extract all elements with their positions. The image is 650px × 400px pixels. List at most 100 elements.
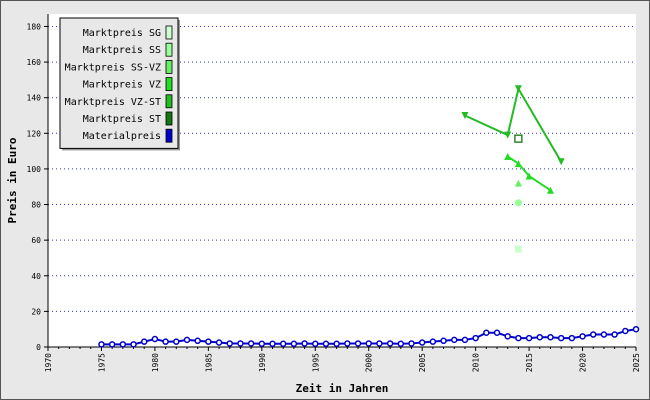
legend-swatch xyxy=(165,42,173,57)
data-point xyxy=(611,331,618,338)
data-point xyxy=(333,340,340,348)
data-point xyxy=(269,340,276,348)
data-point xyxy=(483,329,490,337)
y-tick-label: 180 xyxy=(27,22,42,31)
data-point xyxy=(322,340,330,348)
tick-labels: 0 20 40 60 80 100 120 140 160 180 1970 1975 1980 1985… xyxy=(27,22,641,372)
data-point xyxy=(461,112,469,120)
y-tick-label: 100 xyxy=(27,165,42,174)
y-tick-label: 0 xyxy=(36,343,41,352)
data-point xyxy=(514,134,523,143)
series xyxy=(98,325,640,348)
data-point xyxy=(451,336,458,344)
legend-label: Marktpreis ST xyxy=(83,114,161,125)
data-point xyxy=(579,333,586,340)
data-point xyxy=(525,172,533,180)
data-point xyxy=(493,329,501,337)
y-tick-label: 20 xyxy=(31,307,41,316)
series xyxy=(514,179,522,187)
x-tick-label: 2005 xyxy=(418,353,427,372)
data-point xyxy=(557,158,565,166)
data-point xyxy=(173,338,180,345)
data-point xyxy=(205,338,212,345)
legend-label: Marktpreis VZ xyxy=(83,80,161,91)
x-tick-label: 1985 xyxy=(204,353,213,372)
data-point xyxy=(525,334,533,342)
x-tick-label: 1970 xyxy=(44,353,53,372)
data-point xyxy=(130,341,137,348)
legend-label: Marktpreis SS xyxy=(83,45,161,56)
data-point xyxy=(312,340,319,348)
series-layer xyxy=(98,85,640,348)
y-tick-label: 140 xyxy=(27,94,42,103)
legend-swatch xyxy=(165,25,173,40)
y-tick-label: 60 xyxy=(31,236,41,245)
data-point xyxy=(504,333,511,340)
data-point xyxy=(568,334,576,342)
x-tick-label: 1995 xyxy=(311,353,320,372)
x-tick-label: 2020 xyxy=(579,353,588,372)
data-point xyxy=(397,340,405,348)
legend-label: Materialpreis xyxy=(83,131,161,142)
data-point xyxy=(440,337,447,345)
data-point xyxy=(279,340,287,348)
data-point xyxy=(514,199,522,207)
y-tick-label: 120 xyxy=(27,129,42,138)
x-tick-label: 1975 xyxy=(97,353,106,372)
x-tick-label: 1980 xyxy=(151,353,160,372)
data-point xyxy=(108,341,116,348)
data-point xyxy=(151,335,159,343)
data-point xyxy=(504,131,512,139)
data-point xyxy=(418,339,426,346)
legend-label: Marktpreis SS-VZ xyxy=(65,62,161,73)
data-point xyxy=(461,336,469,344)
y-axis-title: Preis in Euro xyxy=(6,137,19,223)
data-point xyxy=(472,334,479,342)
data-point xyxy=(536,333,544,341)
data-point xyxy=(514,245,522,253)
series xyxy=(514,245,522,253)
data-point xyxy=(98,341,105,348)
legend: Marktpreis SG Marktpreis SS Marktpreis SS-… xyxy=(59,17,180,151)
data-point xyxy=(408,340,415,347)
data-point xyxy=(515,334,522,342)
data-point xyxy=(344,340,351,347)
data-point xyxy=(514,85,522,93)
x-tick-label: 2025 xyxy=(632,353,641,372)
data-point xyxy=(504,152,512,160)
data-point xyxy=(162,338,169,345)
series xyxy=(504,152,554,194)
legend-swatch xyxy=(165,77,173,91)
data-point xyxy=(557,334,565,342)
y-tick-label: 40 xyxy=(31,272,41,281)
y-tick-label: 160 xyxy=(27,58,42,67)
legend-swatch xyxy=(165,60,173,74)
data-point xyxy=(514,179,522,187)
x-tick-label: 1990 xyxy=(258,353,267,372)
data-point xyxy=(258,340,266,348)
series xyxy=(514,199,522,207)
data-point xyxy=(140,338,148,345)
legend-box xyxy=(59,17,179,149)
data-point xyxy=(119,341,127,348)
data-point xyxy=(301,340,308,347)
data-point xyxy=(632,325,640,333)
series xyxy=(514,134,523,143)
x-tick-label: 2010 xyxy=(472,353,481,372)
data-point xyxy=(247,340,255,347)
data-point xyxy=(514,160,522,168)
legend-label: Marktpreis VZ-ST xyxy=(65,97,161,108)
legend-swatch xyxy=(165,94,173,109)
y-tick-label: 80 xyxy=(31,201,41,210)
data-point xyxy=(622,327,629,335)
x-axis-title: Zeit in Jahren xyxy=(296,382,389,395)
legend-swatch xyxy=(165,128,173,143)
data-point xyxy=(386,340,394,347)
legend-label: Marktpreis SG xyxy=(83,28,161,39)
series-line xyxy=(464,86,563,163)
data-point xyxy=(226,340,233,347)
legend-swatch xyxy=(165,111,173,126)
data-point xyxy=(194,337,201,345)
data-point xyxy=(429,338,437,345)
